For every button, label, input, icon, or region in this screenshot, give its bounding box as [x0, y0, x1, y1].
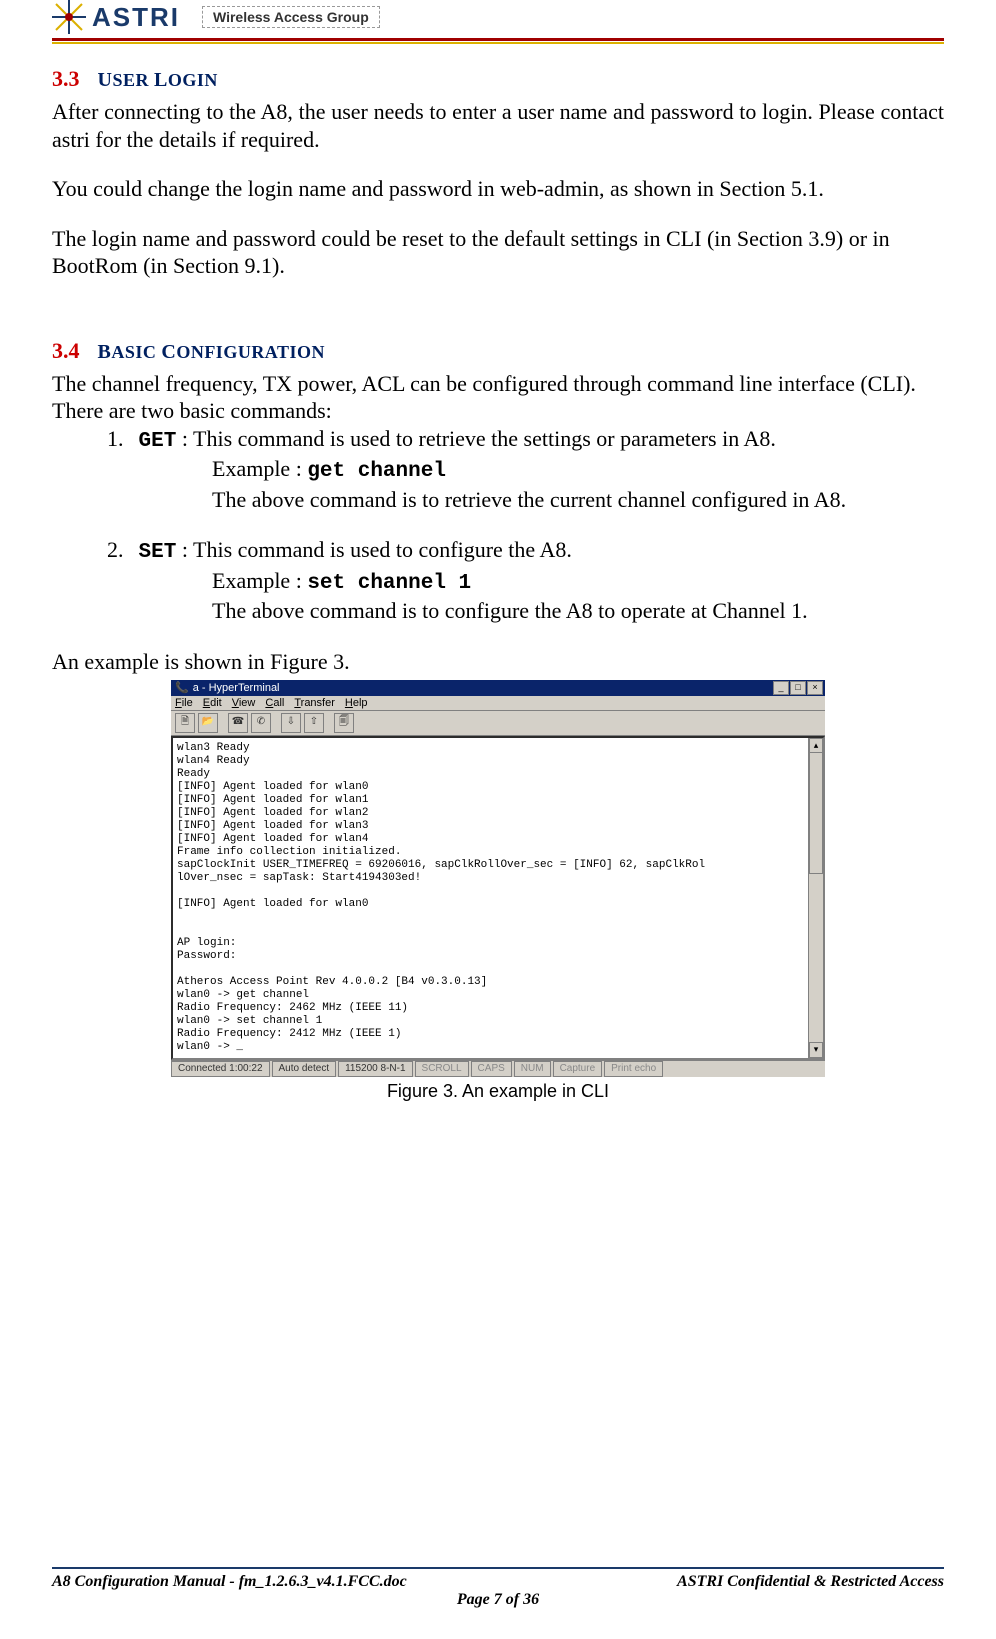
- hyperterminal-menubar: File Edit View Call Transfer Help: [171, 696, 825, 711]
- header-divider-yellow: [52, 42, 944, 44]
- toolbar-open-icon[interactable]: 📂: [198, 713, 218, 733]
- command-item-1-cmd: GET: [139, 430, 177, 453]
- section-3-4-outro: An example is shown in Figure 3.: [52, 648, 944, 676]
- command-item-2-example-cmd: set channel 1: [307, 572, 471, 595]
- figure-3-caption: Figure 3. An example in CLI: [52, 1081, 944, 1102]
- hyperterminal-toolbar: 🗎 📂 ☎ ✆ ⇩ ⇧ 🗐: [171, 711, 825, 736]
- section-3-3-title-p1: U: [98, 69, 113, 91]
- menu-edit[interactable]: Edit: [203, 697, 222, 709]
- section-3-3-title-p2: L: [154, 69, 168, 91]
- scroll-thumb[interactable]: [809, 752, 823, 874]
- hyperterminal-terminal-area: wlan3 Ready wlan4 Ready Ready [INFO] Age…: [171, 736, 825, 1060]
- maximize-icon[interactable]: □: [790, 681, 806, 695]
- section-3-4-num: 3.4: [52, 338, 80, 363]
- page-header: ASTRI Wireless Access Group: [52, 0, 944, 34]
- page-footer: A8 Configuration Manual - fm_1.2.6.3_v4.…: [52, 1567, 944, 1609]
- section-3-3-title-r1: SER: [112, 70, 154, 90]
- section-3-4-title-p1: B: [98, 341, 112, 363]
- section-3-4-title-r2: ONFIGURATION: [176, 342, 325, 362]
- status-printecho: Print echo: [604, 1061, 663, 1077]
- menu-help[interactable]: Help: [345, 697, 368, 709]
- status-capture: Capture: [553, 1061, 603, 1077]
- status-connected: Connected 1:00:22: [171, 1061, 270, 1077]
- command-item-2-cmd: SET: [139, 541, 177, 564]
- command-item-2-desc: : This command is used to configure the …: [182, 537, 572, 562]
- section-3-3-num: 3.3: [52, 66, 80, 91]
- astri-logo-text: ASTRI: [92, 2, 180, 33]
- close-icon[interactable]: ×: [807, 681, 823, 695]
- section-3-3-para3: The login name and password could be res…: [52, 225, 944, 280]
- toolbar-send-icon[interactable]: ⇩: [281, 713, 301, 733]
- status-detect: Auto detect: [272, 1061, 337, 1077]
- footer-page-num: Page 7 of 36: [52, 1591, 944, 1609]
- footer-doc-name: A8 Configuration Manual - fm_1.2.6.3_v4.…: [52, 1573, 498, 1591]
- toolbar-receive-icon[interactable]: ⇧: [304, 713, 324, 733]
- command-item-2-example-label: Example :: [212, 568, 307, 593]
- astri-logo-icon: [52, 0, 86, 34]
- toolbar-properties-icon[interactable]: 🗐: [334, 713, 354, 733]
- hyperterminal-window: 📞 a - HyperTerminal _ □ × File Edit View…: [171, 680, 825, 1077]
- command-item-1: 1. GET : This command is used to retriev…: [107, 425, 944, 456]
- menu-transfer[interactable]: Transfer: [294, 697, 335, 709]
- astri-logo: ASTRI: [52, 0, 180, 34]
- status-caps: CAPS: [471, 1061, 512, 1077]
- terminal-scrollbar[interactable]: ▴ ▾: [808, 738, 823, 1058]
- terminal-output: wlan3 Ready wlan4 Ready Ready [INFO] Age…: [173, 738, 823, 1058]
- command-item-1-desc: : This command is used to retrieve the s…: [182, 426, 776, 451]
- command-item-1-example: Example : get channel: [212, 455, 944, 485]
- status-num: NUM: [514, 1061, 551, 1077]
- section-3-3-title-r2: OGIN: [168, 70, 218, 90]
- section-3-4-heading: 3.4 BASIC CONFIGURATION: [52, 338, 944, 364]
- section-3-3-para1: After connecting to the A8, the user nee…: [52, 98, 944, 153]
- section-3-3-para2: You could change the login name and pass…: [52, 175, 944, 203]
- toolbar-new-icon[interactable]: 🗎: [175, 713, 195, 733]
- hyperterminal-app-icon: 📞: [175, 681, 189, 694]
- footer-divider: [52, 1567, 944, 1569]
- footer-confidential: ASTRI Confidential & Restricted Access: [498, 1573, 944, 1591]
- command-item-2-num: 2.: [107, 536, 133, 564]
- toolbar-disconnect-icon[interactable]: ✆: [251, 713, 271, 733]
- menu-call[interactable]: Call: [265, 697, 284, 709]
- section-3-3-heading: 3.3 USER LOGIN: [52, 66, 944, 92]
- toolbar-connect-icon[interactable]: ☎: [228, 713, 248, 733]
- section-3-4-title-r1: ASIC: [111, 342, 161, 362]
- command-item-1-num: 1.: [107, 425, 133, 453]
- section-3-4-intro2: There are two basic commands:: [52, 397, 944, 425]
- section-3-4-intro: The channel frequency, TX power, ACL can…: [52, 370, 944, 398]
- scroll-down-icon[interactable]: ▾: [809, 1042, 823, 1058]
- status-baud: 115200 8-N-1: [338, 1061, 412, 1077]
- command-item-1-example-cmd: get channel: [307, 460, 446, 483]
- command-item-1-explain: The above command is to retrieve the cur…: [212, 486, 944, 515]
- command-item-2-example: Example : set channel 1: [212, 567, 944, 597]
- menu-file[interactable]: File: [175, 697, 193, 709]
- command-item-2: 2. SET : This command is used to configu…: [107, 536, 944, 567]
- section-3-4-title-p2: C: [161, 341, 176, 363]
- command-item-1-example-label: Example :: [212, 456, 307, 481]
- command-item-2-explain: The above command is to configure the A8…: [212, 597, 944, 626]
- menu-view[interactable]: View: [232, 697, 256, 709]
- hyperterminal-statusbar: Connected 1:00:22 Auto detect 115200 8-N…: [171, 1060, 825, 1077]
- minimize-icon[interactable]: _: [773, 681, 789, 695]
- wireless-access-group-label: Wireless Access Group: [202, 6, 380, 28]
- header-divider-red: [52, 38, 944, 41]
- hyperterminal-titlebar[interactable]: 📞 a - HyperTerminal _ □ ×: [171, 680, 825, 696]
- hyperterminal-title: a - HyperTerminal: [193, 682, 773, 694]
- status-scroll: SCROLL: [415, 1061, 469, 1077]
